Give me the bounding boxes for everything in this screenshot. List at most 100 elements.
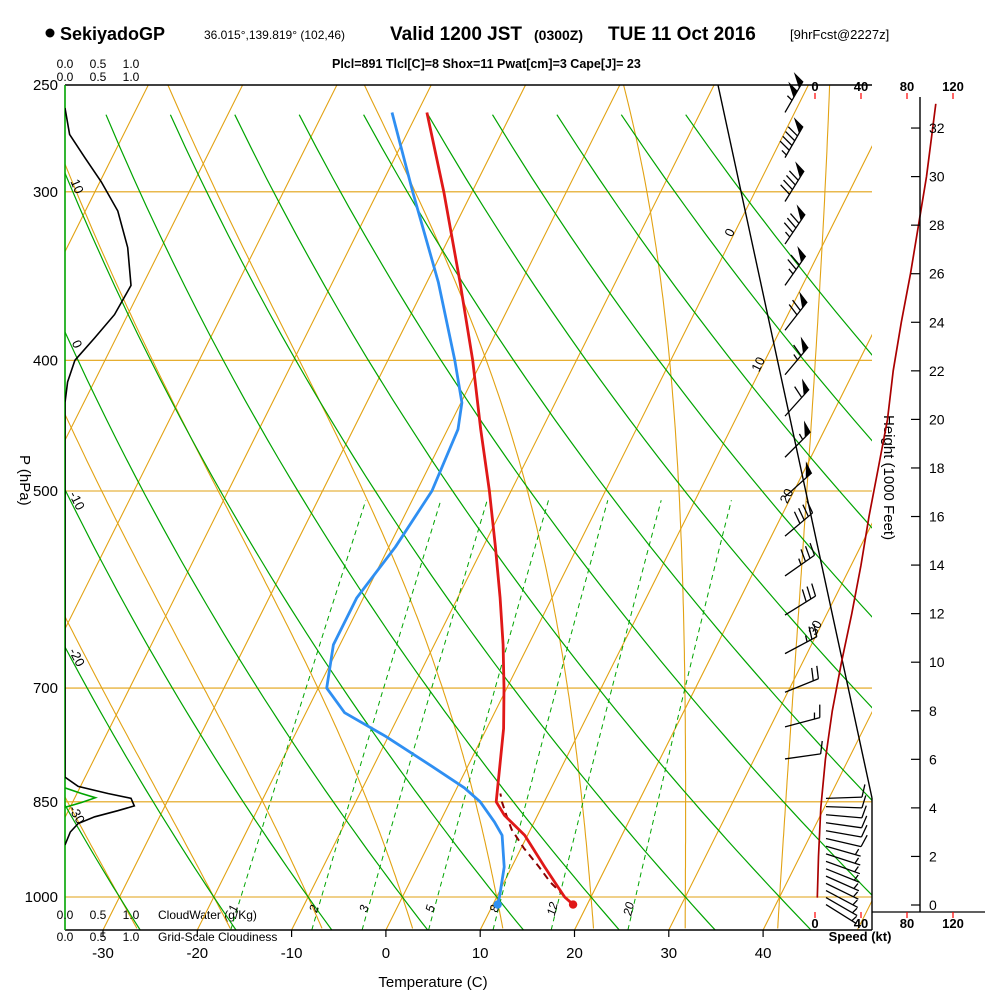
height-axis-title: Height (1000 Feet): [880, 415, 897, 540]
wind-barb-feather: [781, 185, 790, 195]
height-tick-label: 4: [929, 800, 937, 816]
wind-speed-curve: [817, 104, 936, 898]
dry-adiabat-line: [493, 115, 1000, 930]
speed-tick-label-top: 0: [811, 79, 818, 94]
wind-barb-feather: [821, 741, 823, 754]
speed-tick-label-bottom: 120: [942, 916, 964, 931]
wind-barb-half-feather: [799, 559, 801, 565]
wind-barb-feather: [784, 180, 793, 190]
dry-adiabat-label: 10: [67, 177, 86, 196]
temperature-tick-label: 0: [382, 945, 390, 962]
height-tick-label: 32: [929, 120, 945, 136]
wind-barb-pennant: [804, 421, 811, 438]
wind-barb-feather: [806, 546, 810, 558]
height-tick-label: 14: [929, 557, 945, 573]
wind-barb-feather: [794, 345, 801, 356]
wind-barb-feather: [784, 223, 793, 233]
plot-borders: [65, 85, 872, 930]
dry-adiabat-line: [299, 115, 907, 930]
wind-barb-feather: [786, 132, 795, 141]
wind-barb-half-feather: [785, 232, 789, 237]
wind-barb-feather: [780, 141, 789, 150]
isotherm-line: [669, 85, 1000, 930]
speed-tick-label-top: 80: [900, 79, 914, 94]
stability-params: Plcl=891 Tlcl[C]=8 Shox=11 Pwat[cm]=3 Ca…: [332, 57, 641, 71]
dry-adiabat-label: 0: [69, 338, 86, 351]
temperature-tick-label: -30: [92, 945, 114, 962]
temperature-tick-label: -10: [281, 945, 303, 962]
wind-barb-pennant: [794, 72, 803, 88]
height-tick-label: 0: [929, 897, 937, 913]
cloudiness-axis-title: Grid-Scale Cloudiness: [158, 930, 277, 944]
pressure-axis-title: P (hPa): [16, 455, 33, 506]
wind-barb-pennant: [799, 292, 807, 309]
wind-barb-half-feather: [782, 150, 787, 155]
speed-tick-label-top: 40: [854, 79, 868, 94]
wind-barb-staff: [826, 831, 861, 837]
height-tick-label: 12: [929, 606, 945, 622]
valid-utc: (0300Z): [534, 27, 583, 43]
height-tick-label: 2: [929, 848, 937, 864]
wind-barb-half-feather: [794, 354, 798, 359]
wind-barb-pennant: [797, 246, 805, 263]
isotherm-label: 0: [721, 226, 738, 239]
speed-tick-label-bottom: 40: [854, 916, 868, 931]
wind-barb-half-feather: [855, 849, 858, 855]
height-speed-panel: 0246810121416182022242628303200404080801…: [811, 79, 985, 931]
pressure-tick-label: 500: [33, 483, 58, 500]
cloud-profiles: [65, 108, 134, 845]
height-tick-label: 26: [929, 266, 945, 282]
wind-barb-feather: [799, 508, 804, 520]
parcel-curve: [500, 794, 573, 905]
temperature-curve: [427, 113, 573, 905]
speed-axis-title: Speed (kt): [829, 929, 892, 944]
wind-barb-half-feather: [852, 908, 857, 913]
mixing-ratio-label: 5: [423, 903, 438, 913]
wind-barb-pennant: [788, 82, 797, 98]
wind-barb-staff: [785, 302, 807, 330]
grid-lines: [0, 85, 1000, 930]
cloudwater-scale-label-bottom: 0.0: [57, 908, 74, 922]
wind-barb-staff: [826, 815, 862, 818]
isotherm-line: [197, 85, 620, 930]
temperature-tick-label: 10: [472, 945, 489, 962]
wind-barb-half-feather: [855, 858, 859, 863]
valid-date: TUE 11 Oct 2016: [608, 24, 756, 45]
cloudiness-scale-label-bottom: 0.0: [57, 930, 74, 944]
cloudwater-scale-label-top: 0.0: [57, 57, 74, 71]
wind-barb-half-feather: [854, 883, 858, 888]
wind-barb-half-feather: [787, 96, 792, 101]
cloudiness-scale-label-top: 0.5: [90, 70, 107, 84]
wind-barb-half-feather: [799, 434, 802, 440]
dry-adiabat-line: [170, 115, 715, 930]
mixing-ratio-label: 3: [356, 903, 371, 914]
wind-barb-half-feather: [853, 892, 857, 897]
wind-barb-pennant: [797, 204, 806, 220]
wind-barb-feather: [788, 127, 797, 136]
wind-barb-staff: [826, 807, 862, 808]
wind-barb-half-feather: [853, 900, 857, 905]
mixing-ratio-line: [231, 500, 366, 930]
dry-adiabat-label: -20: [66, 645, 88, 669]
surface-temperature-dot: [569, 900, 577, 908]
dry-adiabat-line: [364, 115, 1000, 930]
station-name: SekiyadoGP: [60, 24, 165, 44]
height-tick-label: 18: [929, 460, 945, 476]
wind-barb-feather: [783, 136, 792, 145]
temperature-tick-label: -20: [186, 945, 208, 962]
height-tick-label: 28: [929, 217, 945, 233]
cloudwater-scale-label-bottom: 1.0: [123, 908, 140, 922]
wind-barb-pennant: [794, 117, 803, 133]
mixing-ratio-line: [429, 500, 549, 930]
height-tick-label: 6: [929, 751, 937, 767]
temperature-tick-label: 40: [755, 945, 772, 962]
cloudiness-profile: [65, 108, 134, 845]
dry-adiabat-line: [235, 115, 811, 930]
wind-barb-half-feather: [789, 269, 793, 274]
dry-adiabat-label: -10: [66, 489, 88, 513]
wind-barb-pennant: [801, 337, 808, 354]
